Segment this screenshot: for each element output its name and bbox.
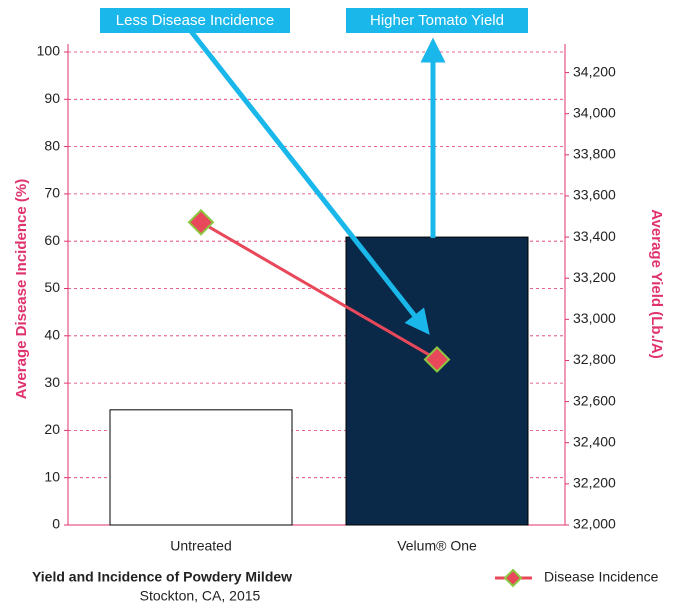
y2-tick-label: 32,400 [573,433,616,449]
y-tick-label: 40 [44,327,60,343]
y2-tick-label: 33,200 [573,269,616,285]
annotation-box [346,8,528,33]
y-tick-label: 80 [44,137,60,153]
y2-tick-label: 34,200 [573,63,616,79]
y2-tick-label: 33,000 [573,310,616,326]
y2-tick-label: 32,600 [573,392,616,408]
y-tick-label: 10 [44,468,60,484]
bar [345,236,529,526]
x-tick-label: Velum® One [397,538,477,554]
y-tick-label: 70 [44,185,60,201]
y-tick-label: 20 [44,421,60,437]
line [200,220,438,361]
y2-axis-label: Average Yield (Lb./A) [648,209,665,358]
y2-tick-label: 33,800 [573,146,616,162]
y2-tick-label: 32,800 [573,351,616,367]
legend-label: Disease Incidence [544,569,659,585]
y-tick-label: 60 [44,232,60,248]
chart-title: Yield and Incidence of Powdery Mildew [32,569,292,585]
marker [423,346,451,373]
y2-tick-label: 34,000 [573,104,616,120]
y-axis-label: Average Disease Incidence (%) [13,179,30,399]
y2-tick-label: 32,200 [573,475,616,491]
chart-subtitle: Stockton, CA, 2015 [140,588,261,604]
y2-tick-label: 33,600 [573,187,616,203]
annotation: Less Disease Incidence [116,12,274,29]
y-tick-label: 50 [44,279,60,295]
x-tick-label: Untreated [170,538,231,554]
marker [187,208,215,236]
y-tick-label: 0 [52,516,60,532]
annotation: Higher Tomato Yield [370,12,504,29]
bar [109,409,293,526]
y-tick-label: 90 [44,90,60,106]
y2-tick-label: 32,000 [573,516,616,532]
arrow [188,28,430,335]
legend-marker [503,568,523,588]
annotation-box [100,8,290,33]
y2-tick-label: 33,400 [573,228,616,244]
y-tick-label: 30 [44,374,60,390]
y-tick-label: 100 [37,43,61,59]
